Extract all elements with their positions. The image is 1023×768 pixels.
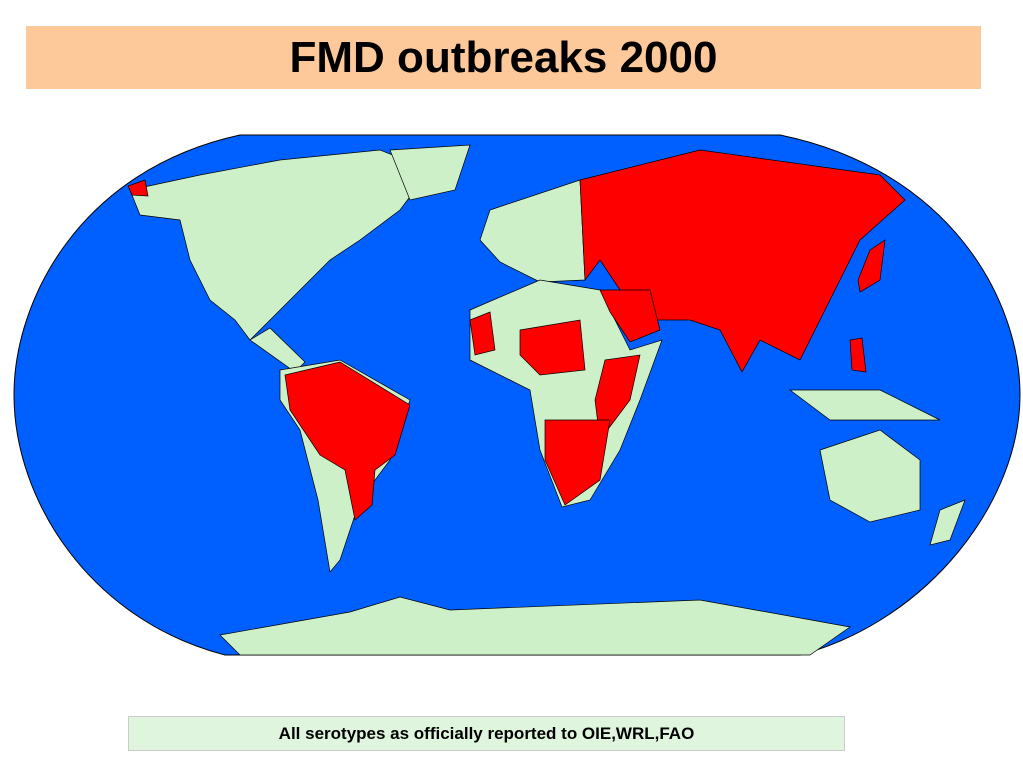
antarctica [219,596,851,656]
north-america [129,149,431,341]
source-note: All serotypes as officially reported to … [128,716,845,751]
sahel-outbreak [519,319,586,376]
east-africa-outbreak [594,354,641,441]
central-america [249,327,306,373]
asia-outbreak [579,149,906,373]
alaska-tip [127,179,149,197]
new-zealand [929,499,966,546]
southern-africa-outbreak [544,419,611,506]
title-bar: FMD outbreaks 2000 [26,26,981,89]
arabia-outbreak [599,289,661,343]
south-america-outbreak [284,361,411,521]
australia [819,429,921,523]
greenland [389,144,471,201]
japan-outbreak [857,239,886,293]
philippines-outbreak [849,337,867,373]
world-map [13,134,1021,656]
southeast-asia-islands [788,389,941,421]
west-africa-outbreak [469,311,496,356]
